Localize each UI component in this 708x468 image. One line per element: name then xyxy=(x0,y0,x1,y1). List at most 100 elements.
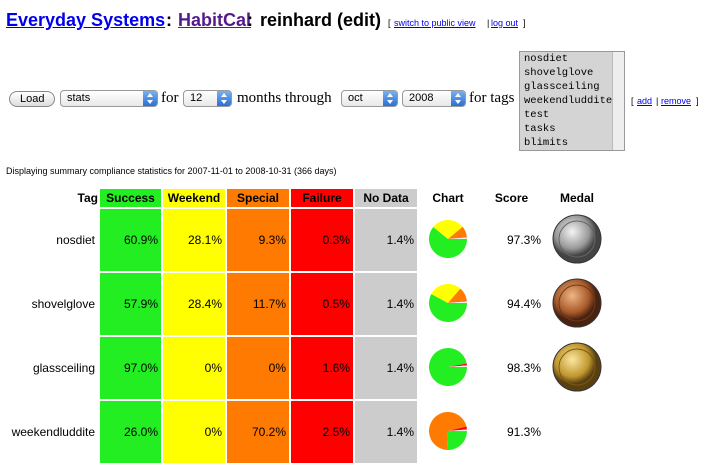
cell: 0.5% xyxy=(291,273,353,335)
cell: 1.4% xyxy=(355,401,417,463)
score: 94.4% xyxy=(506,297,541,311)
pie-slice xyxy=(431,283,461,303)
tag-option[interactable]: tasks xyxy=(524,123,556,135)
cell: 11.7% xyxy=(227,273,289,335)
remove-link[interactable]: remove xyxy=(661,96,692,106)
cell: 97.0% xyxy=(100,337,161,399)
bracket: ] xyxy=(523,18,526,28)
pie-slice xyxy=(448,362,467,367)
score: 97.3% xyxy=(506,233,541,247)
column-header: Failure xyxy=(291,189,353,207)
pie-slice xyxy=(446,430,467,450)
pie-slice xyxy=(429,226,467,258)
row: nosdiet 60.9% 28.1% 9.3% 0.3% 1.4% 97.3% xyxy=(4,209,608,271)
tag-option[interactable]: blimits xyxy=(524,137,569,149)
tag-option[interactable]: test xyxy=(524,109,550,121)
cell: 26.0% xyxy=(100,401,161,463)
select-value: stats xyxy=(67,92,91,104)
pie-slice xyxy=(448,364,467,367)
row: weekendluddite 26.0% 0% 70.2% 2.5% 1.4% … xyxy=(4,401,608,463)
pie-slice xyxy=(448,426,467,431)
tag-option[interactable]: glassceiling xyxy=(524,81,600,93)
tag-option[interactable]: weekendluddite xyxy=(524,95,613,107)
select-value: 2008 xyxy=(409,92,434,104)
pie-slice xyxy=(429,411,467,450)
tag-list[interactable]: nosdiet shovelglove glassceiling weekend… xyxy=(519,51,625,151)
chart-cell xyxy=(419,337,477,399)
link-separator: | xyxy=(487,18,490,28)
row: shovelglove 57.9% 28.4% 11.7% 0.5% 1.4% … xyxy=(4,273,608,335)
pie-slice xyxy=(448,300,467,303)
cell: 1.4% xyxy=(355,337,417,399)
add-link[interactable]: add xyxy=(637,96,653,106)
chart-cell xyxy=(419,209,477,271)
logout-link[interactable]: log out xyxy=(491,18,519,28)
select-value: oct xyxy=(348,92,363,104)
medal-cell xyxy=(546,337,608,399)
medal xyxy=(552,214,602,263)
pie-slice xyxy=(448,236,467,239)
cell: 9.3% xyxy=(227,209,289,271)
tag-option[interactable]: shovelglove xyxy=(524,67,594,79)
pie-slice xyxy=(448,428,467,431)
select-value: 12 xyxy=(190,92,203,104)
tag: glassceiling xyxy=(32,361,95,375)
medal xyxy=(552,278,602,327)
app-link[interactable]: HabitCal xyxy=(178,10,252,30)
tag: shovelglove xyxy=(31,297,95,311)
label: for xyxy=(161,90,179,106)
tag: weekendluddite xyxy=(11,425,95,439)
row: glassceiling 97.0% 0% 0% 1.6% 1.4% 98.3% xyxy=(4,337,608,399)
pie-slice xyxy=(429,293,467,322)
pie-slice xyxy=(433,219,463,239)
score: 98.3% xyxy=(506,361,541,375)
medal xyxy=(552,342,602,391)
cell: 57.9% xyxy=(100,273,161,335)
header-row: Tag Success Weekend Special Failure No D… xyxy=(4,189,608,207)
pie xyxy=(429,347,467,386)
cell: 28.1% xyxy=(163,209,225,271)
cell: 0% xyxy=(163,401,225,463)
cell: 0% xyxy=(163,337,225,399)
chart-cell xyxy=(419,273,477,335)
medal-cell xyxy=(546,401,608,463)
chart-cell xyxy=(419,401,477,463)
cell: 2.5% xyxy=(291,401,353,463)
load-button[interactable]: Load xyxy=(9,91,56,107)
column-header: Weekend xyxy=(163,189,225,207)
summary: Displaying summary compliance statistics… xyxy=(6,166,337,176)
month-select[interactable]: oct xyxy=(341,90,398,107)
cell: 70.2% xyxy=(227,401,289,463)
pie xyxy=(429,219,467,258)
tag: nosdiet xyxy=(56,233,95,247)
cell: 0% xyxy=(227,337,289,399)
cell: 0.3% xyxy=(291,209,353,271)
pie xyxy=(429,283,467,322)
column-header: Medal xyxy=(559,191,594,205)
pie-slice xyxy=(448,300,467,303)
scrollbar[interactable] xyxy=(612,52,624,150)
pie-slice xyxy=(448,226,467,239)
bracket: ] xyxy=(696,96,699,106)
medal-cell xyxy=(546,273,608,335)
report-select[interactable]: stats xyxy=(60,90,158,107)
link-separator: | xyxy=(656,96,659,106)
months-select[interactable]: 12 xyxy=(183,90,232,107)
pie xyxy=(429,411,467,450)
bracket: [ xyxy=(631,96,634,106)
year-select[interactable]: 2008 xyxy=(402,90,466,107)
cell: 60.9% xyxy=(100,209,161,271)
public-view-link[interactable]: switch to public view xyxy=(394,18,476,28)
column-header: Special xyxy=(227,189,289,207)
cell: 28.4% xyxy=(163,273,225,335)
site-link[interactable]: Everyday Systems xyxy=(6,10,166,30)
cell: 1.4% xyxy=(355,209,417,271)
label: for tags xyxy=(469,90,515,106)
column-header: Tag xyxy=(77,191,98,205)
bracket: [ xyxy=(388,18,391,28)
user-name: reinhard (edit) xyxy=(260,10,382,30)
column-header: Score xyxy=(494,191,529,205)
tag-option[interactable]: nosdiet xyxy=(524,53,569,65)
